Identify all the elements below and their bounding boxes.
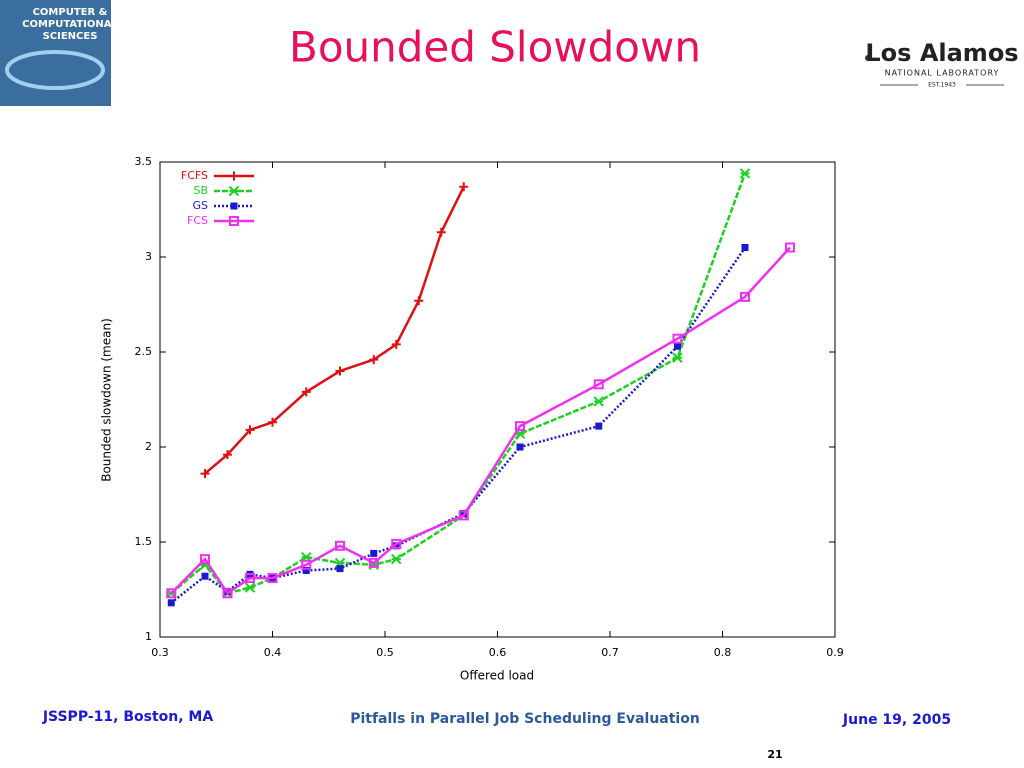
data-point: [515, 421, 525, 432]
data-point: [593, 396, 604, 407]
data-point: [335, 366, 345, 376]
legend-label: GS: [192, 199, 208, 212]
data-point: [672, 352, 683, 363]
data-point: [392, 542, 400, 550]
data-point: [268, 417, 277, 427]
data-point: [245, 573, 255, 584]
data-point: [595, 422, 603, 430]
x-tick-label: 0.7: [601, 646, 619, 659]
data-point: [223, 450, 232, 460]
data-point: [302, 567, 310, 574]
x-tick-label: 0.5: [376, 646, 394, 659]
data-point: [414, 296, 424, 306]
y-axis-label: Bounded slowdown (mean): [100, 318, 114, 482]
data-point: [785, 242, 795, 253]
data-point: [739, 168, 751, 179]
data-point: [336, 565, 344, 573]
data-point: [245, 425, 255, 435]
x-tick-label: 0.8: [714, 646, 732, 659]
x-tick-label: 0.4: [264, 646, 282, 659]
legend-label: SB: [193, 184, 208, 197]
data-point: [370, 549, 378, 557]
legend-marker: [230, 202, 238, 210]
data-point: [369, 355, 379, 365]
data-point: [740, 291, 750, 302]
lab-sub: NATIONAL LABORATORY: [885, 69, 1000, 78]
footer-center: Pitfalls in Parallel Job Scheduling Eval…: [350, 711, 700, 727]
page-number: 21: [767, 748, 782, 761]
data-point: [741, 244, 749, 251]
slide-title: Bounded Slowdown: [289, 23, 701, 72]
data-point: [391, 553, 402, 565]
data-point: [674, 342, 681, 350]
lab-name: Los Alamos: [865, 39, 1018, 67]
y-tick-label: 1.5: [135, 535, 153, 548]
data-point: [301, 387, 311, 397]
data-point: [167, 599, 175, 607]
x-tick-label: 0.6: [489, 646, 507, 659]
series-line: [204, 186, 465, 475]
data-point: [301, 559, 312, 570]
data-point: [459, 182, 469, 192]
logo-text: COMPUTER &: [33, 7, 108, 18]
footer-left: JSSPP-11, Boston, MA: [42, 709, 214, 725]
y-tick-label: 2.5: [135, 345, 153, 358]
series-line: [170, 172, 747, 595]
data-point: [166, 588, 177, 599]
logo-text: COMPUTATIONAL: [22, 19, 118, 30]
logo-swirl: [5, 50, 105, 90]
legend-label: FCS: [187, 214, 208, 227]
data-point: [335, 540, 345, 551]
lab-est: EST.1943: [928, 82, 956, 89]
data-point: [267, 573, 278, 584]
y-tick-label: 1: [145, 630, 152, 643]
data-point: [593, 379, 604, 390]
data-point: [201, 572, 209, 580]
data-point: [436, 227, 446, 237]
x-tick-label: 0.9: [826, 646, 844, 659]
data-point: [516, 443, 524, 451]
series-line: [170, 246, 791, 596]
logo-text: SCIENCES: [43, 31, 98, 42]
x-axis-label: Offered load: [460, 669, 534, 683]
data-point: [368, 557, 379, 568]
data-point: [458, 510, 469, 521]
data-point: [222, 588, 233, 599]
data-point: [391, 538, 402, 549]
data-point: [672, 333, 683, 344]
y-tick-label: 3: [145, 250, 152, 263]
data-point: [391, 339, 401, 349]
legend-marker: [228, 185, 240, 197]
y-tick-label: 3.5: [135, 155, 153, 168]
data-point: [244, 582, 256, 593]
data-point: [200, 469, 210, 479]
legend-label: FCFS: [181, 169, 208, 182]
legend-marker: [229, 216, 239, 226]
plot-frame: [159, 161, 836, 638]
y-tick-label: 2: [145, 440, 152, 453]
logo-dot: [865, 55, 871, 61]
series-line: [170, 246, 747, 604]
data-point: [200, 554, 210, 565]
footer-right: June 19, 2005: [842, 712, 951, 728]
x-tick-label: 0.3: [151, 646, 169, 659]
legend-marker: [229, 171, 239, 181]
